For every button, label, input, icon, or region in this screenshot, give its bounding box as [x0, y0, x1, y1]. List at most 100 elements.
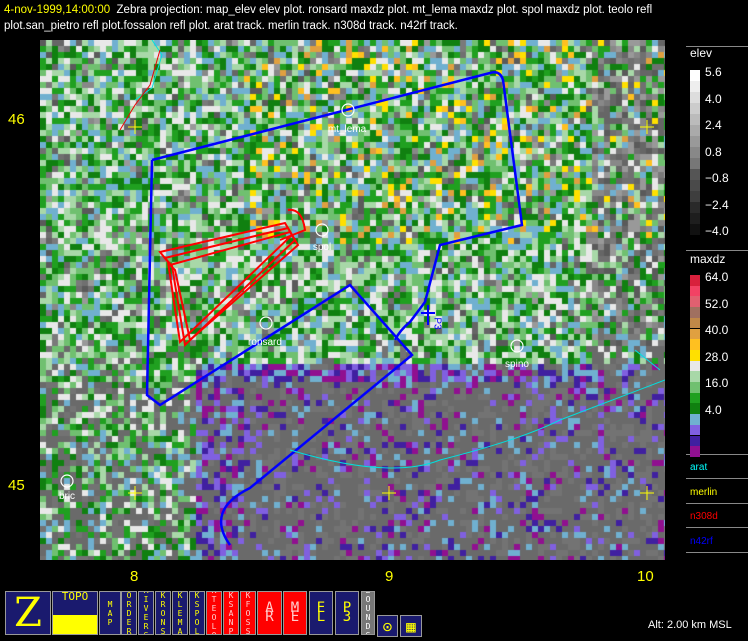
elev-legend-title: elev: [690, 46, 713, 60]
divider: [686, 502, 748, 504]
elev-swatch: [690, 136, 700, 147]
divider: [686, 454, 748, 455]
divider: [686, 478, 748, 479]
toolbar-button-label: MAP: [107, 599, 113, 627]
elev-swatch: [690, 125, 700, 136]
divider: [686, 46, 748, 47]
elev-swatch: [690, 180, 700, 191]
toolbar-button-borders[interactable]: BORDERS: [121, 591, 137, 635]
divider: [686, 551, 748, 553]
toolbar-button-kteolo[interactable]: KTEOLO: [206, 591, 222, 635]
elev-swatch: [690, 202, 700, 213]
toolbar-button-label: Z: [14, 591, 42, 635]
maxdz-tick-label: 64.0: [705, 270, 729, 284]
elev-swatch: [690, 81, 700, 92]
lat-label: 46: [8, 111, 25, 128]
toolbar-button-ar[interactable]: AR: [257, 591, 282, 635]
toolbar-button-p3[interactable]: P3: [335, 591, 359, 635]
border-line-red: [119, 49, 161, 131]
elev-swatch: [690, 158, 700, 169]
maxdz-legend-title: maxdz: [690, 252, 726, 266]
elev-swatch: [690, 224, 700, 235]
elev-swatch: [690, 103, 700, 114]
toolbar-button-label: P3: [342, 600, 352, 625]
toolbar-button-label: ▦: [406, 616, 416, 636]
elev-tick-label: −0.8: [705, 171, 729, 185]
elev-swatch: [690, 213, 700, 224]
maxdz-swatch: [690, 349, 700, 361]
maxdz-tick-label: 28.0: [705, 349, 729, 364]
toolbar-button-kspol[interactable]: KSPOL: [189, 591, 205, 635]
maxdz-tick-label: 52.0: [705, 296, 729, 311]
toolbar-button-label: KSPOL: [194, 591, 200, 635]
lon-label: 9: [385, 568, 394, 585]
n308d-track: [158, 208, 307, 348]
track-legend-n42rf[interactable]: n42rf: [690, 535, 713, 547]
toolbar-button-klema[interactable]: KLEMA: [172, 591, 188, 635]
toolbar-button-kfoss[interactable]: KFOSS: [240, 591, 256, 635]
toolbar-button-label: ME: [290, 600, 300, 625]
elev-tick-label: 4.0: [705, 91, 722, 106]
toolbar-button-me[interactable]: ME: [283, 591, 307, 635]
maxdz-swatch: [690, 360, 700, 372]
aircraft-label: P3: [431, 317, 443, 330]
station-label: bric: [58, 491, 76, 502]
elev-tick-label: 5.6: [705, 65, 722, 79]
station-label: mt_lema: [327, 124, 367, 135]
divider: [686, 527, 748, 528]
border-line: [134, 40, 665, 469]
lon-label: 10: [637, 568, 654, 585]
elev-tick-label: 2.4: [705, 118, 722, 132]
plot-description-1: Zebra projection: map_elev elev plot. ro…: [116, 4, 653, 16]
maxdz-swatch: [690, 285, 700, 297]
divider: [686, 250, 748, 251]
toolbar-button-label: ⊙: [382, 616, 393, 636]
elev-swatch: [690, 147, 700, 158]
maxdz-swatch: [690, 424, 700, 436]
maxdz-swatch: [690, 446, 700, 457]
p3-aircraft-icon: [421, 305, 435, 325]
maxdz-swatch: [690, 371, 700, 382]
track-legend-arat[interactable]: arat: [690, 462, 708, 473]
toolbar-button-label: KRONS: [160, 591, 166, 635]
toolbar-button-center[interactable]: ⊙: [377, 615, 398, 637]
track-legend-n308d[interactable]: n308d: [690, 511, 718, 522]
station-label: spol: [312, 242, 332, 253]
toolbar-button-grid[interactable]: ▦: [400, 615, 422, 637]
toolbar-button-el[interactable]: EL: [309, 591, 333, 635]
maxdz-swatch: [690, 435, 700, 447]
maxdz-swatch: [690, 307, 700, 318]
toolbar-button-ksanp[interactable]: KSANP: [223, 591, 239, 635]
toolbar-button-rivers[interactable]: RIVERS: [138, 591, 154, 635]
elev-swatch: [690, 191, 700, 202]
elev-swatch: [690, 92, 700, 103]
map-overlay: [60, 40, 665, 546]
toolbar-button-label: TOPO: [61, 591, 89, 603]
plot-title: 4-nov-1999,14:00:00 Zebra projection: ma…: [4, 2, 652, 34]
toolbar-button-map[interactable]: MAP: [99, 591, 121, 635]
elev-tick-label: −2.4: [705, 197, 729, 212]
maxdz-swatch: [690, 403, 700, 415]
elev-swatch: [690, 114, 700, 125]
station-markers: [60, 103, 524, 488]
lat-label: 45: [8, 477, 25, 494]
maxdz-tick-label: 4.0: [705, 402, 722, 417]
maxdz-swatch: [690, 317, 700, 329]
maxdz-swatch: [690, 339, 700, 350]
n42rf-track: [151, 71, 524, 341]
radar-map[interactable]: [40, 40, 665, 560]
maxdz-tick-label: 40.0: [705, 323, 729, 337]
toolbar-button-label: KTEOLO: [211, 592, 217, 634]
toolbar-button-krons[interactable]: KRONS: [155, 591, 171, 635]
elev-tick-label: −4.0: [705, 224, 729, 238]
toolbar-button-z[interactable]: Z: [5, 591, 51, 635]
plot-time: 4-nov-1999,14:00:00: [4, 4, 111, 16]
toolbar-button-bounds[interactable]: BOUNDS: [361, 591, 375, 635]
track-legend-merlin[interactable]: merlin: [690, 486, 718, 498]
toolbar-button-topo[interactable]: TOPO: [52, 591, 98, 635]
toolbar-button-label: BOUNDS: [365, 592, 371, 634]
toolbar-button-label: RIVERS: [143, 592, 149, 634]
lon-label: 8: [130, 568, 139, 585]
lat-lon-grid-marks: [128, 120, 654, 500]
toolbar-button-label: AR: [265, 600, 274, 625]
